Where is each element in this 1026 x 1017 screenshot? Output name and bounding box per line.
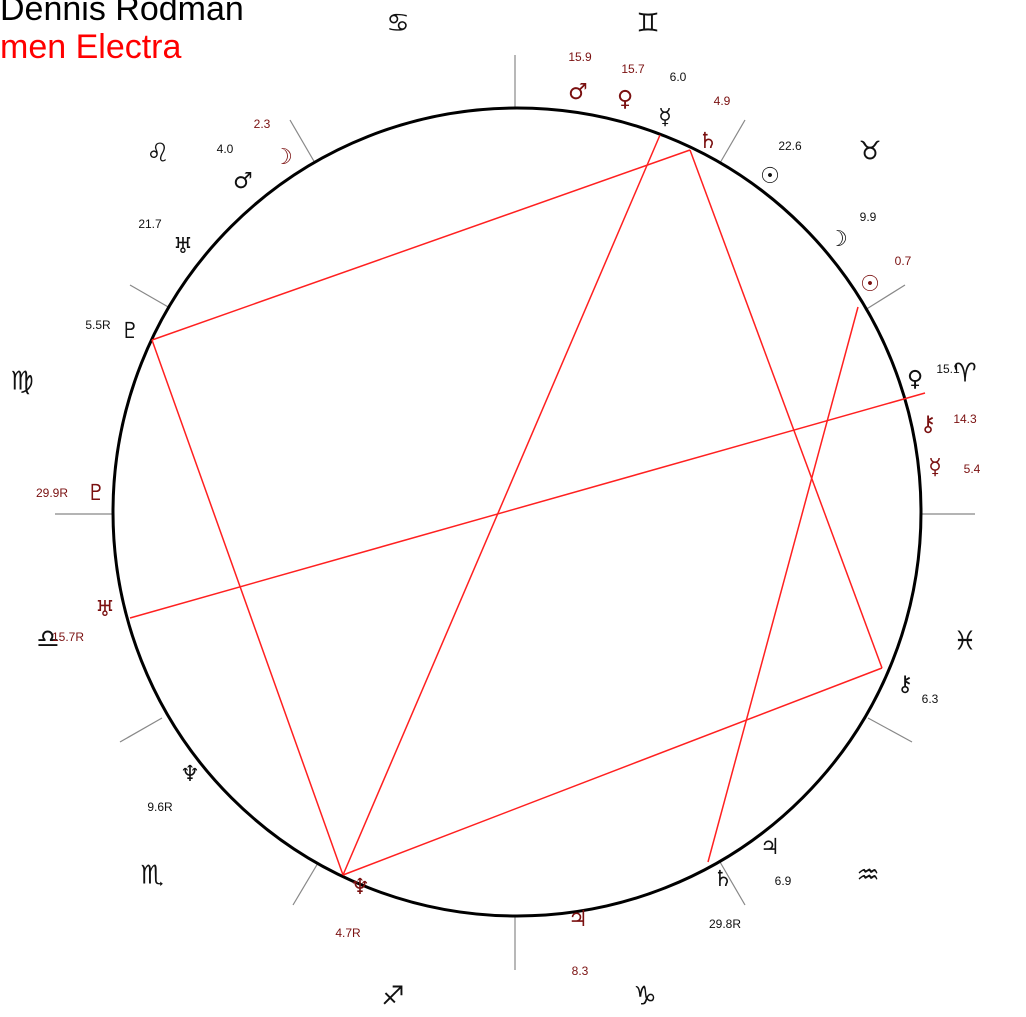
planet-position: 21.7 [138, 217, 162, 231]
planet-position: 0.7 [895, 254, 912, 268]
planet-position: 2.3 [254, 117, 271, 131]
planet-glyph: ♄ [698, 129, 718, 154]
aspect-line [707, 306, 859, 863]
planet-position: 4.0 [217, 142, 234, 156]
planet-position: 15.1 [936, 362, 960, 376]
planet-glyph: ⚷ [897, 672, 913, 697]
zodiac-sign: ♉ [858, 137, 881, 167]
aspect-line [129, 392, 926, 619]
planet-position: 6.0 [670, 70, 687, 84]
planet-position: 6.9 [775, 874, 792, 888]
planet-glyph: ☉ [860, 272, 880, 297]
planet-glyph: ☽ [828, 227, 848, 252]
cusp [119, 717, 163, 743]
planet-position: 15.7 [621, 62, 645, 76]
zodiac-sign: ♍ [10, 367, 33, 397]
planet-position: 5.5R [85, 318, 111, 332]
aspect-lines [129, 134, 926, 876]
cusp [867, 717, 913, 743]
planet-position: 29.8R [709, 917, 741, 931]
aspect-line [342, 134, 661, 876]
planet-glyph: ♃ [760, 835, 780, 860]
zodiac-sign: ♎ [36, 625, 59, 655]
zodiac-sign: ♈ [953, 359, 976, 389]
aspect-line [151, 149, 691, 341]
planet-glyph: ♆ [180, 762, 200, 787]
planet-glyph: ☿ [658, 105, 672, 130]
planet-position: 15.9 [568, 50, 592, 64]
zodiac-sign: ♑ [633, 982, 656, 1012]
planet-glyph: ♄ [713, 867, 733, 892]
house-cusps [55, 55, 975, 970]
planet-glyph: ♃ [568, 907, 588, 932]
cusp [864, 284, 906, 311]
zodiac-sign: ♏ [140, 861, 163, 891]
planet-glyph: ♂ [568, 80, 588, 105]
planet-glyph: ♀ [907, 367, 923, 392]
planet-position: 29.9R [36, 486, 68, 500]
person-name: men Electra [0, 28, 181, 66]
planet-position: 4.9 [714, 94, 731, 108]
planet-position: 9.6R [147, 800, 173, 814]
planet-position: 5.4 [964, 462, 981, 476]
aspect-line [689, 149, 883, 669]
planet-position: 22.6 [778, 139, 802, 153]
planet-glyph: ☽ [273, 145, 293, 170]
planet-glyph: ☉ [760, 164, 780, 189]
planet-glyph: ♀ [617, 87, 633, 112]
person-name: Dennis Rodman [0, 0, 244, 28]
planet-position: 14.3 [953, 412, 977, 426]
planet-position: 9.9 [860, 210, 877, 224]
zodiac-sign: ♊ [636, 9, 659, 39]
planet-glyph: ♅ [95, 597, 115, 622]
cusp [719, 861, 746, 906]
planet-glyph: ♂ [233, 169, 253, 194]
aspect-line [342, 667, 883, 876]
wheel [111, 106, 923, 918]
planet-glyph: ⚷ [920, 412, 936, 437]
cusp [292, 862, 319, 906]
planet-glyph: ☿ [928, 455, 942, 480]
planet-glyph: ♆ [350, 875, 370, 900]
zodiac-sign: ♌ [146, 139, 169, 169]
zodiac-sign: ♒ [856, 861, 879, 891]
planet-glyph: ♅ [173, 234, 193, 259]
planet-glyph: ♇ [86, 481, 106, 506]
zodiac-sign: ♋ [386, 9, 409, 39]
planet-position: 8.3 [572, 964, 589, 978]
aspect-line [151, 339, 344, 876]
cusp [129, 284, 171, 309]
zodiac-sign: ♓ [953, 627, 976, 657]
planet-position: 6.3 [922, 692, 939, 706]
cusp [289, 119, 316, 164]
planet-position: 15.7R [52, 630, 84, 644]
planet-position: 4.7R [335, 926, 361, 940]
planet-glyph: ♇ [120, 319, 140, 344]
cusp [719, 119, 746, 164]
zodiac-sign: ♐ [381, 982, 404, 1012]
